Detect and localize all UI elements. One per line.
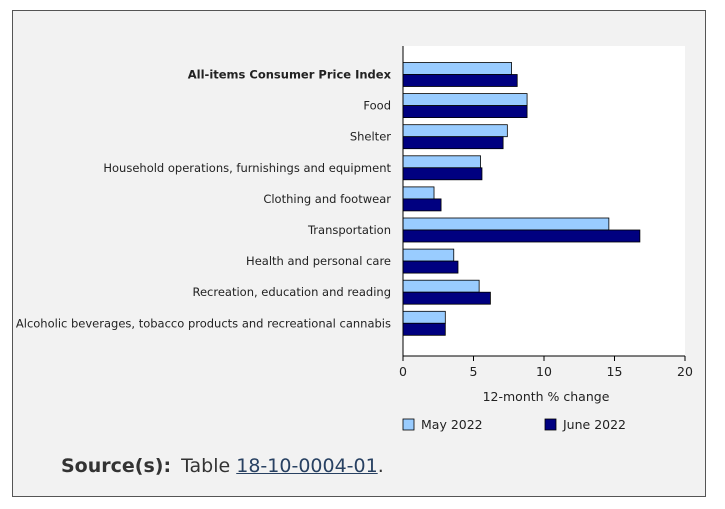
category-label: All-items Consumer Price Index xyxy=(188,68,392,82)
x-tick-label: 5 xyxy=(470,364,478,379)
x-axis-label: 12-month % change xyxy=(483,389,610,404)
bar xyxy=(402,248,455,262)
x-tick-label: 15 xyxy=(607,364,623,379)
category-label: Health and personal care xyxy=(246,254,391,268)
bar xyxy=(402,74,518,87)
bar xyxy=(402,217,610,231)
category-label: Food xyxy=(363,99,391,113)
bar xyxy=(402,93,528,106)
legend-swatch xyxy=(544,418,557,431)
bar xyxy=(402,291,491,305)
source-table-link[interactable]: 18-10-0004-01 xyxy=(236,455,378,477)
plot-area xyxy=(403,46,685,356)
bar xyxy=(402,229,641,243)
bar xyxy=(402,279,480,293)
bar xyxy=(402,186,435,200)
bar xyxy=(402,322,446,336)
category-label: Shelter xyxy=(350,130,391,144)
category-label: Clothing and footwear xyxy=(263,192,391,206)
source-label: Source(s): xyxy=(61,455,172,477)
category-label: Alcoholic beverages, tobacco products an… xyxy=(16,316,391,330)
bar xyxy=(402,136,504,150)
bar xyxy=(402,198,442,212)
bar xyxy=(402,310,446,324)
x-tick-label: 0 xyxy=(399,364,407,379)
bar xyxy=(402,105,528,118)
x-tick-label: 10 xyxy=(536,364,552,379)
x-tick-label: 20 xyxy=(677,364,693,379)
bar xyxy=(402,260,459,274)
category-label: Household operations, furnishings and eq… xyxy=(103,161,391,175)
source-suffix: . xyxy=(377,455,384,477)
category-label: Transportation xyxy=(307,223,391,237)
source-line: Source(s): Table 18-10-0004-01. xyxy=(61,455,384,477)
source-prefix: Table xyxy=(181,455,231,477)
bar xyxy=(402,124,508,138)
legend-label: June 2022 xyxy=(562,417,626,432)
legend-swatch xyxy=(402,418,415,431)
bar xyxy=(402,155,481,169)
bar xyxy=(402,167,483,181)
bar xyxy=(402,62,512,75)
legend-label: May 2022 xyxy=(421,417,483,432)
category-label: Recreation, education and reading xyxy=(193,285,392,299)
